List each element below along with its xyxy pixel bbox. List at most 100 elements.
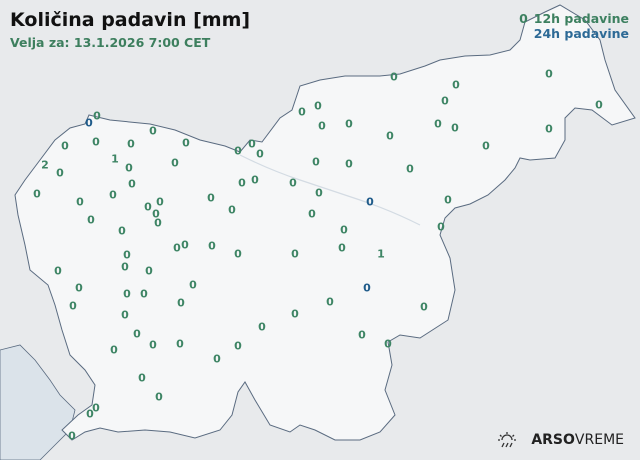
station-value-12h: 0 [390, 70, 398, 84]
station-value-12h: 0 [234, 247, 242, 261]
station-value-12h: 0 [128, 177, 136, 191]
station-value-12h: 0 [451, 121, 459, 135]
station-value-12h: 0 [123, 248, 131, 262]
station-value-12h: 0 [308, 207, 316, 221]
station-value-12h: 0 [75, 281, 83, 295]
station-value-12h: 0 [208, 239, 216, 253]
station-value-12h: 2 [41, 158, 49, 172]
valid-time: Velja za: 13.1.2026 7:00 CET [10, 35, 211, 50]
station-value-12h: 0 [256, 147, 264, 161]
station-value-12h: 0 [155, 390, 163, 404]
station-value-12h: 0 [125, 161, 133, 175]
station-value-12h: 0 [177, 296, 185, 310]
station-value-12h: 0 [298, 105, 306, 119]
station-value-12h: 0 [109, 188, 117, 202]
river [239, 154, 421, 226]
station-value-12h: 0 [251, 173, 259, 187]
station-value-12h: 0 [384, 337, 392, 351]
station-value-12h: 0 [234, 339, 242, 353]
station-value-12h: 0 [145, 264, 153, 278]
station-value-12h: 0 [173, 241, 181, 255]
adriatic-sea [0, 344, 76, 460]
slovenia-border [14, 4, 636, 441]
station-value-12h: 0 [258, 320, 266, 334]
station-value-12h: 0 [138, 371, 146, 385]
station-value-12h: 0 [545, 67, 553, 81]
station-value-12h: 0 [318, 119, 326, 133]
station-value-12h: 1 [377, 247, 385, 261]
station-value-12h: 0 [386, 129, 394, 143]
station-value-12h: 0 [110, 343, 118, 357]
station-value-12h: 0 [133, 327, 141, 341]
station-value-12h: 0 [121, 308, 129, 322]
station-value-12h: 0 [441, 94, 449, 108]
station-value-12h: 0 [93, 109, 101, 123]
station-value-12h: 0 [123, 287, 131, 301]
station-value-12h: 0 [434, 117, 442, 131]
station-value-12h: 0 [595, 98, 603, 112]
station-value-12h: 0 [312, 155, 320, 169]
station-value-24h: 0 [85, 116, 93, 130]
station-value-12h: 0 [189, 278, 197, 292]
station-value-12h: 0 [444, 193, 452, 207]
station-value-12h: 0 [171, 156, 179, 170]
station-value-12h: 0 [228, 203, 236, 217]
station-value-12h: 0 [338, 241, 346, 255]
station-value-12h: 0 [291, 247, 299, 261]
sun-rain-icon [498, 432, 517, 448]
station-value-12h: 0 [248, 137, 256, 151]
station-value-12h: 0 [144, 200, 152, 214]
station-value-12h: 0 [156, 195, 164, 209]
station-value-12h: 0 [420, 300, 428, 314]
station-value-12h: 0 [291, 307, 299, 321]
brand-name: ARSOVREME [531, 432, 624, 448]
station-value-12h: 0 [345, 117, 353, 131]
station-value-12h: 0 [140, 287, 148, 301]
station-value-12h: 0 [92, 401, 100, 415]
station-value-12h: 0 [149, 124, 157, 138]
station-value-12h: 0 [545, 122, 553, 136]
station-value-12h: 0 [182, 136, 190, 150]
station-value-12h: 0 [406, 162, 414, 176]
station-value-12h: 0 [149, 338, 157, 352]
station-value-12h: 0 [358, 328, 366, 342]
legend-item-24h: 24h padavine [533, 26, 629, 41]
station-value-12h: 0 [234, 144, 242, 158]
station-value-12h: 0 [289, 176, 297, 190]
legend: 0 12h padavine 24h padavine [519, 11, 629, 41]
station-value-12h: 0 [452, 78, 460, 92]
station-value-12h: 0 [340, 223, 348, 237]
station-value-12h: 0 [314, 99, 322, 113]
station-value-12h: 0 [118, 224, 126, 238]
station-value-12h: 0 [127, 137, 135, 151]
station-value-12h: 0 [326, 295, 334, 309]
station-value-12h: 0 [56, 166, 64, 180]
station-value-12h: 0 [238, 176, 246, 190]
station-value-12h: 0 [87, 213, 95, 227]
station-value-12h: 0 [92, 135, 100, 149]
station-value-12h: 0 [181, 238, 189, 252]
station-value-12h: 0 [345, 157, 353, 171]
station-value-12h: 0 [76, 195, 84, 209]
arso-vreme-logo: ARSOVREME [497, 431, 624, 449]
station-value-12h: 0 [437, 220, 445, 234]
station-value-12h: 0 [54, 264, 62, 278]
legend-item-12h: 0 12h padavine [519, 11, 629, 26]
station-value-12h: 0 [86, 407, 94, 421]
station-value-12h: 0 [482, 139, 490, 153]
station-value-12h: 0 [154, 216, 162, 230]
station-value-12h: 0 [68, 429, 76, 443]
station-value-12h: 0 [176, 337, 184, 351]
station-value-12h: 0 [315, 186, 323, 200]
station-value-24h: 0 [366, 195, 374, 209]
map-title: Količina padavin [mm] [10, 9, 251, 31]
station-value-12h: 0 [69, 299, 77, 313]
station-value-12h: 0 [33, 187, 41, 201]
station-value-12h: 0 [207, 191, 215, 205]
station-value-12h: 0 [121, 260, 129, 274]
station-value-12h: 0 [213, 352, 221, 366]
station-value-24h: 0 [363, 281, 371, 295]
station-value-12h: 1 [111, 152, 119, 166]
station-value-12h: 0 [61, 139, 69, 153]
